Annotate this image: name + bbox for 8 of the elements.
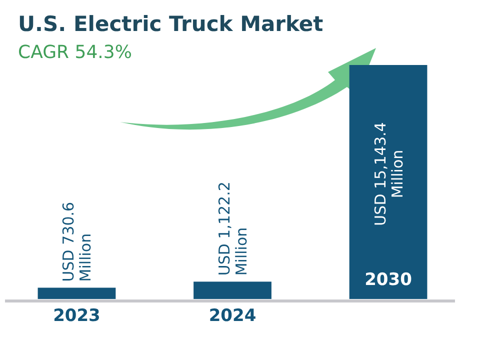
x-tick-label: 2023 (53, 306, 100, 326)
data-label: USD 730.6 Million (60, 202, 95, 282)
x-tick-label: 2024 (208, 306, 256, 326)
data-label: USD 15,143.4 Million (371, 122, 406, 226)
chart-title: U.S. Electric Truck Market (18, 12, 324, 36)
data-label: USD 1,122.2 Million (216, 182, 250, 276)
x-tick-label: 2030 (364, 270, 412, 290)
chart-subtitle: CAGR 54.3% (18, 42, 132, 63)
